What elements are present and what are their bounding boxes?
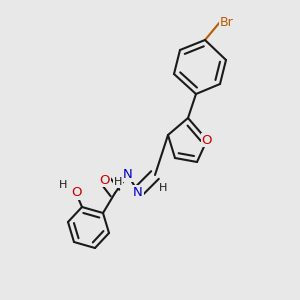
Text: N: N (133, 185, 143, 199)
Text: O: O (100, 173, 110, 187)
Text: H: H (159, 183, 167, 193)
Text: O: O (71, 187, 81, 200)
Text: H: H (114, 177, 122, 187)
Text: Br: Br (220, 16, 234, 28)
Text: H: H (59, 180, 67, 190)
Text: O: O (202, 134, 212, 146)
Text: N: N (123, 169, 133, 182)
